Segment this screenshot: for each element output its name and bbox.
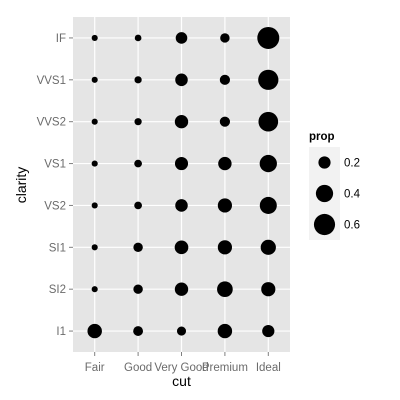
y-tick-label: I1 [56,326,66,338]
data-point [133,326,144,336]
legend-label: 0.2 [344,158,360,170]
legend-title: prop [309,131,335,143]
legend-key-point [313,213,336,236]
x-tick-label: Very Good [154,362,208,374]
x-tick-label: Fair [85,362,105,374]
data-point [133,284,143,294]
y-tick-label: SI1 [49,242,66,254]
x-axis-title: cut [172,373,191,389]
y-tick-label: VVS1 [37,75,66,87]
y-axis-title: clarity [13,167,29,204]
data-point [175,199,188,212]
data-point [174,115,189,129]
data-point [258,69,279,90]
data-point [91,34,98,41]
y-axis-ticks: I1 SI2 SI1 VS2 VS1 VVS2 VVS1 IF [37,33,73,338]
data-point [87,323,102,339]
data-point [134,201,142,210]
y-tick-label: VVS2 [37,117,66,129]
data-point [133,242,143,253]
data-point [219,116,231,127]
legend-label: 0.6 [344,220,360,232]
x-tick-label: Premium [202,362,248,374]
data-point [220,33,230,43]
x-tick-label: Ideal [256,362,281,374]
data-point [134,76,142,84]
data-point [260,239,276,255]
legend-key-point [318,156,331,169]
data-point [91,160,98,167]
data-point [175,73,188,87]
data-points [87,26,280,339]
data-point [134,159,142,168]
data-point [259,196,277,214]
data-point [91,76,98,83]
legend-keys: 0.2 0.4 0.6 [309,147,361,240]
data-point [174,282,189,296]
data-point [91,244,98,251]
data-point [217,240,232,255]
data-point [174,157,189,171]
data-point [262,324,275,338]
data-point [174,240,189,255]
data-point [134,34,142,42]
y-tick-label: IF [56,33,66,45]
y-tick-label: SI2 [49,284,66,296]
data-point [217,281,233,298]
data-point [176,326,187,336]
data-point [175,32,188,44]
data-point [91,286,98,293]
x-tick-label: Good [124,362,152,374]
data-point [217,323,233,339]
data-point [258,111,279,132]
data-point [134,118,142,126]
data-point [261,282,276,297]
data-point [218,156,232,171]
data-point [219,74,231,85]
data-point [91,118,98,125]
data-point [259,154,277,173]
data-point [91,202,98,209]
y-tick-label: VS1 [44,159,66,171]
legend-label: 0.4 [344,189,361,201]
legend-key-point [315,184,334,203]
data-point [257,26,280,49]
data-point [217,198,232,213]
legend: prop 0.2 0.4 0.6 [309,131,361,240]
y-tick-label: VS2 [44,200,66,212]
